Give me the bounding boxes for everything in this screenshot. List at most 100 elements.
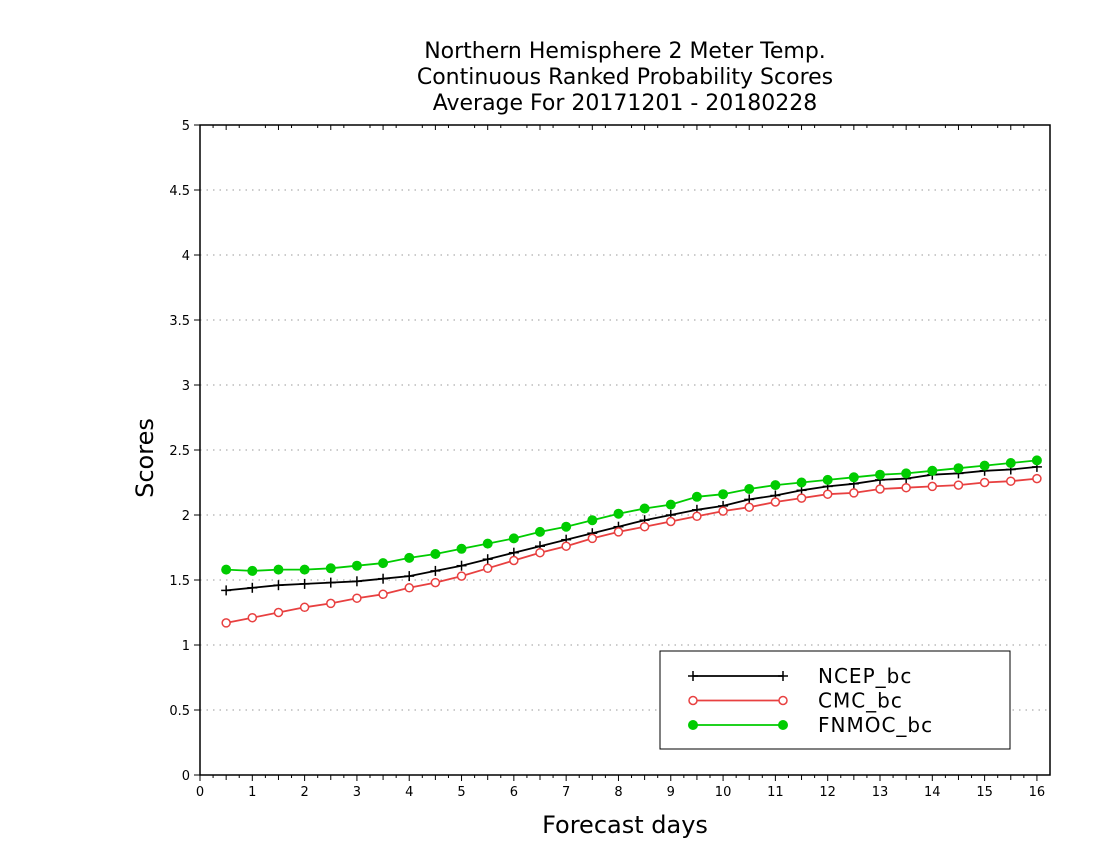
y-tick-label: 4 <box>182 249 190 264</box>
data-point-fnmoc-bc <box>979 460 990 471</box>
y-tick-label: 3.5 <box>169 314 190 329</box>
legend-marker <box>688 695 698 706</box>
x-tick-label: 13 <box>872 785 889 800</box>
data-point-ncep-bc <box>299 578 310 589</box>
series-line-cmc-bc <box>225 477 1038 624</box>
data-point-fnmoc-bc <box>953 463 964 474</box>
x-tick-label: 3 <box>353 785 361 800</box>
y-axis: 0 0.5 1 1.5 2 2.5 3 3.5 4 4.5 5 <box>169 119 200 784</box>
data-point-ncep-bc <box>351 576 362 587</box>
data-point-fnmoc-bc <box>796 477 807 488</box>
chart-title-line-1: Northern Hemisphere 2 Meter Temp. <box>424 39 826 64</box>
y-tick-label: 5 <box>182 119 190 134</box>
data-point-cmc-bc <box>482 563 493 574</box>
data-point-ncep-bc <box>378 573 389 584</box>
data-point-fnmoc-bc <box>639 503 650 514</box>
y-tick-label: 2.5 <box>169 444 190 459</box>
series-layer <box>221 455 1042 628</box>
chart-title: Northern Hemisphere 2 Meter Temp. Contin… <box>417 39 833 116</box>
data-point-cmc-bc <box>587 533 598 544</box>
data-point-fnmoc-bc <box>378 558 389 569</box>
legend-item-fnmoc-bc: FNMOC_bc <box>688 713 933 737</box>
data-point-cmc-bc <box>247 612 258 623</box>
x-tick-label: 15 <box>976 785 993 800</box>
y-tick-label: 1.5 <box>169 574 190 589</box>
data-point-cmc-bc <box>796 493 807 503</box>
y-axis-label: Scores <box>131 418 159 498</box>
legend-label: NCEP_bc <box>818 664 912 688</box>
legend-marker <box>778 695 788 706</box>
data-point-fnmoc-bc <box>875 469 885 480</box>
legend-label: CMC_bc <box>818 689 903 713</box>
x-tick-label: 1 <box>248 785 256 800</box>
y-tick-label: 0 <box>182 769 190 784</box>
data-point-cmc-bc <box>299 602 310 613</box>
x-tick-label: 10 <box>715 785 732 800</box>
legend-marker <box>778 671 788 681</box>
data-point-cmc-bc <box>352 593 362 603</box>
data-point-fnmoc-bc <box>822 474 833 485</box>
data-point-fnmoc-bc <box>901 468 912 479</box>
data-point-fnmoc-bc <box>561 521 572 532</box>
data-point-fnmoc-bc <box>927 465 938 476</box>
x-tick-label: 0 <box>196 785 204 800</box>
x-tick-label: 8 <box>614 785 622 800</box>
data-point-ncep-bc <box>221 585 232 596</box>
data-point-cmc-bc <box>770 497 781 507</box>
data-point-ncep-bc <box>404 571 415 582</box>
data-point-fnmoc-bc <box>691 491 702 502</box>
data-point-ncep-bc <box>482 554 493 565</box>
data-point-fnmoc-bc <box>665 499 676 510</box>
data-point-cmc-bc <box>692 511 702 522</box>
legend-item-cmc-bc: CMC_bc <box>688 689 903 713</box>
data-point-fnmoc-bc <box>247 565 258 576</box>
data-point-fnmoc-bc <box>430 549 441 559</box>
legend-marker <box>688 671 698 681</box>
data-point-cmc-bc <box>561 541 571 551</box>
data-point-fnmoc-bc <box>1005 458 1016 468</box>
data-point-fnmoc-bc <box>456 543 467 554</box>
data-point-cmc-bc <box>535 547 545 558</box>
x-tick-label: 16 <box>1029 785 1046 800</box>
data-point-ncep-bc <box>247 582 258 593</box>
legend-item-ncep-bc: NCEP_bc <box>688 664 912 688</box>
y-tick-label: 2 <box>182 509 190 524</box>
legend-marker <box>778 720 788 730</box>
x-tick-label: 6 <box>510 785 518 800</box>
data-point-fnmoc-bc <box>587 515 598 526</box>
y-tick-label: 3 <box>182 379 190 394</box>
data-point-fnmoc-bc <box>508 533 519 544</box>
data-point-cmc-bc <box>979 477 990 488</box>
data-point-cmc-bc <box>901 482 911 493</box>
data-point-fnmoc-bc <box>535 526 545 537</box>
x-tick-label: 11 <box>767 785 784 800</box>
data-point-fnmoc-bc <box>770 480 781 491</box>
data-point-ncep-bc <box>325 577 336 588</box>
data-point-cmc-bc <box>378 589 388 600</box>
data-point-cmc-bc <box>875 484 885 494</box>
data-point-cmc-bc <box>718 506 728 516</box>
x-axis: 0 1 2 3 4 5 6 7 8 9 10 11 12 13 14 15 16 <box>196 125 1045 800</box>
data-point-fnmoc-bc <box>273 564 284 575</box>
data-point-fnmoc-bc <box>613 508 624 519</box>
chart-title-line-2: Continuous Ranked Probability Scores <box>417 65 833 90</box>
data-point-fnmoc-bc <box>744 484 755 494</box>
x-tick-label: 4 <box>405 785 413 800</box>
data-point-cmc-bc <box>822 489 833 499</box>
data-point-cmc-bc <box>273 607 284 618</box>
data-point-cmc-bc <box>639 521 650 532</box>
legend-marker <box>688 720 698 730</box>
y-tick-label: 4.5 <box>169 184 190 199</box>
data-point-cmc-bc <box>456 571 467 581</box>
data-point-ncep-bc <box>456 560 467 571</box>
data-point-ncep-bc <box>430 565 441 576</box>
data-point-cmc-bc <box>430 577 441 588</box>
x-tick-label: 5 <box>457 785 465 800</box>
y-tick-label: 0.5 <box>169 704 190 719</box>
legend-label: FNMOC_bc <box>818 713 933 737</box>
y-tick-label: 1 <box>182 639 190 654</box>
x-tick-label: 2 <box>300 785 308 800</box>
x-axis-label: Forecast days <box>542 811 708 839</box>
